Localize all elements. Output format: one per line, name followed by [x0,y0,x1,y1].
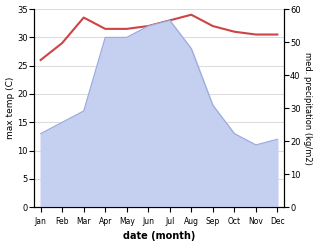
X-axis label: date (month): date (month) [123,231,195,242]
Y-axis label: max temp (C): max temp (C) [5,77,15,139]
Y-axis label: med. precipitation (kg/m2): med. precipitation (kg/m2) [303,52,313,165]
